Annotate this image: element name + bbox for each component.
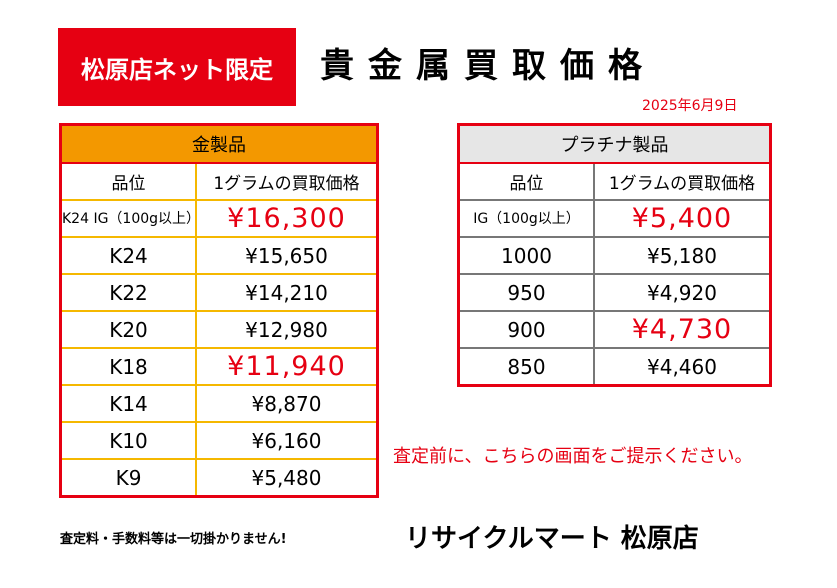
table-row: K14 ¥8,870	[59, 384, 379, 423]
table-row: K10 ¥6,160	[59, 421, 379, 460]
gold-price: ¥6,160	[195, 421, 379, 460]
platinum-price: ¥4,730	[593, 310, 772, 349]
table-row: K20 ¥12,980	[59, 310, 379, 349]
gold-price-table: 金製品 品位 1グラムの買取価格 K24 IG（100g以上） ¥16,300 …	[59, 123, 379, 498]
gold-price: ¥11,940	[195, 347, 379, 386]
platinum-grade: 950	[457, 273, 595, 312]
gold-price: ¥16,300	[195, 199, 379, 238]
gold-grade: K18	[59, 347, 197, 386]
gold-grade: K20	[59, 310, 197, 349]
no-fees-note: 査定料・手数料等は一切掛かりません!	[60, 532, 287, 547]
platinum-table-heading: プラチナ製品	[458, 124, 771, 164]
gold-grade: K24 IG（100g以上）	[59, 199, 200, 238]
price-date: 2025年6月9日	[642, 98, 738, 114]
gold-grade: K24	[59, 236, 197, 275]
table-row: K24 ¥15,650	[59, 236, 379, 275]
platinum-price: ¥5,180	[593, 236, 772, 275]
gold-grade: K22	[59, 273, 197, 312]
gold-price: ¥14,210	[195, 273, 379, 312]
gold-table-heading: 金製品	[60, 124, 378, 164]
platinum-price: ¥5,400	[593, 199, 772, 238]
table-row: 850 ¥4,460	[457, 347, 772, 387]
platinum-price: ¥4,920	[593, 273, 772, 312]
gold-grade: K10	[59, 421, 197, 460]
gold-col-grade: 品位	[59, 162, 197, 201]
platinum-grade: 850	[457, 347, 595, 387]
table-row: 950 ¥4,920	[457, 273, 772, 312]
gold-price: ¥15,650	[195, 236, 379, 275]
table-row: 1000 ¥5,180	[457, 236, 772, 275]
table-row: 900 ¥4,730	[457, 310, 772, 349]
gold-col-price: 1グラムの買取価格	[195, 162, 379, 201]
platinum-col-price: 1グラムの買取価格	[593, 162, 772, 201]
shop-name: リサイクルマート 松原店	[405, 524, 699, 554]
platinum-grade: 900	[457, 310, 595, 349]
platinum-grade: IG（100g以上）	[457, 199, 595, 238]
gold-grade: K9	[59, 458, 197, 498]
page-title: 貴金属買取価格	[320, 46, 656, 86]
show-screen-notice: 査定前に、こちらの画面をご提示ください。	[393, 446, 753, 467]
gold-price: ¥5,480	[195, 458, 379, 498]
gold-grade: K14	[59, 384, 197, 423]
table-row: K24 IG（100g以上） ¥16,300	[59, 199, 379, 238]
table-row: IG（100g以上） ¥5,400	[457, 199, 772, 238]
platinum-grade: 1000	[457, 236, 595, 275]
platinum-col-grade: 品位	[457, 162, 595, 201]
platinum-price-table: プラチナ製品 品位 1グラムの買取価格 IG（100g以上） ¥5,400 10…	[457, 123, 772, 387]
gold-price: ¥8,870	[195, 384, 379, 423]
gold-price: ¥12,980	[195, 310, 379, 349]
table-row: K18 ¥11,940	[59, 347, 379, 386]
table-row: K9 ¥5,480	[59, 458, 379, 498]
limited-badge: 松原店ネット限定	[58, 28, 296, 106]
table-row: K22 ¥14,210	[59, 273, 379, 312]
platinum-price: ¥4,460	[593, 347, 772, 387]
